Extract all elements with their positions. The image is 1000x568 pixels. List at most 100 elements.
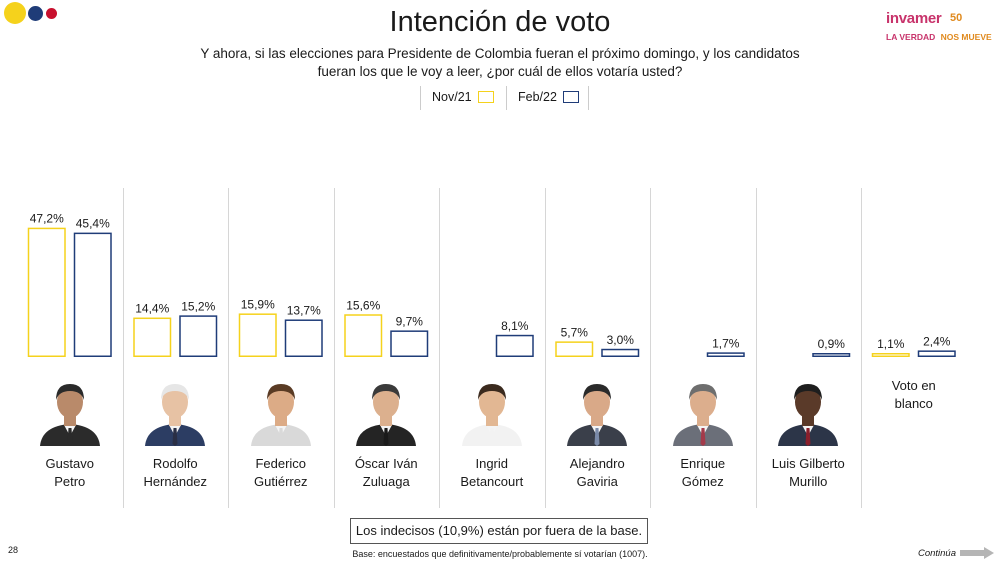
undecided-note: Los indecisos (10,9%) están por fuera de… [350,518,648,544]
bar-value-label: 1,7% [712,336,740,350]
arrow-right-icon [960,547,994,559]
next-page-link[interactable]: Continúa [918,547,994,559]
candidate-name: Alejandro Gaviria [545,455,649,491]
bar-value-label: 2,4% [923,334,951,348]
candidate-photo [772,374,845,446]
bar-nov21 [871,353,910,357]
logo-tagline-a: LA VERDAD [886,32,936,42]
vote-intention-chart: 47,2% 45,4% 14,4% 15,2% 15,9% 13,7% 15,6% 9,7% 8… [27,212,956,358]
column-separator [122,188,124,508]
yellow-dot-icon [4,2,26,24]
logo-tagline: LA VERDAD NOS MUEVE [886,32,992,42]
column-separator [861,188,862,508]
column-separator [333,188,335,508]
bar-value-label: 45,4% [76,217,110,231]
candidate-name-line-2: Gaviria [576,474,618,489]
legend-swatch-nov21 [477,91,494,103]
legend-separator [420,86,421,110]
candidate-name: Luis Gilberto Murillo [756,455,860,491]
candidate-photo [561,374,634,446]
blue-dot-icon [28,6,43,21]
candidate-name-line-1: Rodolfo [152,456,198,471]
candidate-name-line-2: Petro [54,474,86,489]
bar-value-label: 9,7% [396,314,424,328]
question-line-1: Y ahora, si las elecciones para Presiden… [200,46,800,61]
bar-feb22 [284,319,323,358]
bar-value-label: 15,2% [181,299,215,313]
blank-vote-line-2: blanco [894,396,933,411]
candidate-photo [666,374,739,446]
invamer-logo: invamer 50 LA VERDAD NOS MUEVE [886,10,992,44]
legend-label-feb22: Feb/22 [518,90,557,104]
candidate-name-line-1: Ingrid [475,456,509,471]
candidate-name-line-1: Óscar Iván [354,456,418,471]
column-separator [544,188,546,508]
bar-value-label: 1,1% [877,337,905,351]
legend-label-nov21: Nov/21 [432,90,472,104]
candidate-name-line-1: Enrique [680,456,726,471]
legend-swatch-feb22 [562,91,579,103]
red-dot-icon [46,8,57,19]
bar-value-label: 13,7% [287,303,321,317]
bar-value-label: 0,9% [818,337,846,351]
candidate-photo [139,374,212,446]
candidate-photo [455,374,528,446]
bar-nov21 [27,227,66,357]
candidate-name-line-1: Alejandro [569,456,625,471]
candidate-name-line-2: Murillo [789,474,828,489]
blank-vote-line-1: Voto en [891,378,936,393]
bar-nov21 [555,341,594,358]
base-note: Base: encuestados que definitivamente/pr… [352,549,648,559]
bar-value-label: 15,6% [346,298,380,312]
candidate-name: Enrique Gómez [651,455,755,491]
brand-dots [4,2,64,24]
candidate-name-line-2: Hernández [143,474,208,489]
column-separator [439,188,440,508]
question-line-2: fueran los que le voy a leer, ¿por cuál … [317,64,683,79]
next-page-label: Continúa [917,547,956,559]
candidate-name: Federico Gutiérrez [229,455,333,491]
bar-feb22 [495,334,534,357]
candidate-name: Óscar Iván Zuluaga [334,455,438,491]
page-number: 28 [8,545,19,555]
candidate-name-line-1: Luis Gilberto [771,456,845,471]
bar-value-label: 15,9% [241,297,275,311]
candidate-name-line-1: Federico [255,456,307,471]
legend-item-feb22: Feb/22 [518,90,579,104]
bar-feb22 [73,232,112,357]
candidate-name-line-1: Gustavo [45,456,94,471]
candidate-photo [33,374,106,446]
candidate-name-line-2: Zuluaga [362,474,410,489]
chart-legend: Nov/21 Feb/22 [420,86,590,110]
candidate-name-line-2: Betancourt [460,474,524,489]
candidate-name: Gustavo Petro [18,455,122,491]
legend-item-nov21: Nov/21 [432,90,494,104]
candidate-name-line-2: Gómez [681,474,724,489]
bar-feb22 [601,348,640,357]
candidate-name: Ingrid Betancourt [440,455,544,491]
candidate-name: Rodolfo Hernández [123,455,227,491]
question-text: Y ahora, si las elecciones para Presiden… [190,45,810,81]
bar-nov21 [238,313,277,358]
logo-anniversary: 50 [950,12,963,24]
bar-feb22 [706,352,745,357]
logo-wordmark: invamer [886,10,942,27]
blank-vote-label: Voto en blanco [862,377,966,413]
bar-value-label: 5,7% [561,325,589,339]
legend-separator [588,86,589,110]
column-separator [650,188,651,508]
bar-feb22 [812,353,851,357]
logo-tagline-b: NOS MUEVE [940,32,992,42]
column-separator [228,188,229,508]
bar-nov21 [133,317,172,358]
legend-separator [506,86,507,110]
candidate-name-line-2: Gutiérrez [254,474,308,489]
bar-value-label: 3,0% [607,333,635,347]
bar-feb22 [917,350,956,357]
column-separator [755,188,757,508]
bar-value-label: 14,4% [135,302,169,316]
bar-value-label: 47,2% [30,212,64,226]
page-title: Intención de voto [389,6,611,38]
bar-feb22 [179,315,218,358]
bar-value-label: 8,1% [501,319,529,333]
